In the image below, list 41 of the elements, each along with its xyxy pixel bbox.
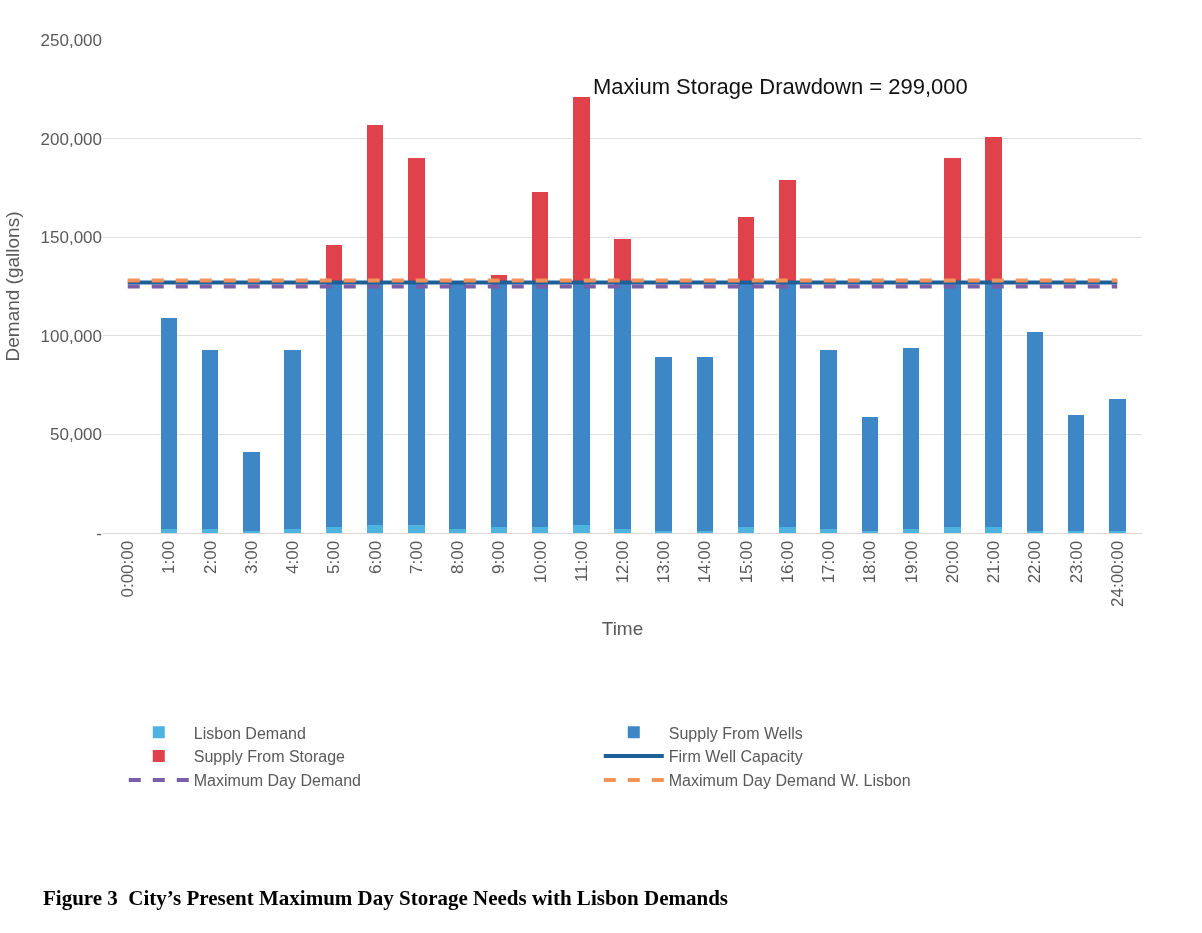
legend-label: Maximum Day Demand W. Lisbon [668,772,911,790]
x-tick-label: 23:00 [1066,540,1086,584]
legend-label: Lisbon Demand [193,724,306,742]
x-tick-label: 13:00 [654,540,674,584]
x-tick-label: 19:00 [901,540,921,584]
x-tick-label: 14:00 [695,540,715,584]
x-tick-label: 8:00 [448,540,468,574]
x-tick-label: 1:00 [159,540,179,574]
x-tick-label: 6:00 [365,540,385,574]
x-tick-label: 15:00 [736,540,756,584]
x-tick-label: 12:00 [613,540,633,584]
x-tick-label: 2:00 [200,540,220,574]
annotation: Maxium Storage Drawdown = 299,000 [593,74,968,99]
x-tick-label: 16:00 [777,540,797,584]
legend-label: Supply From Storage [193,748,346,766]
y-tick-label: 150,000 [40,228,102,248]
caption: Figure 3 City’s Present Maximum Day Storage Needs with Lisbon Demands [43,886,729,910]
y-tick-label: - [96,523,102,543]
x-tick-label: 22:00 [1025,540,1045,584]
x-tick-label: 24:00:00 [1107,540,1127,607]
x-tick-label: 9:00 [489,540,509,574]
x-axis-title: Time [601,617,644,639]
y-tick-label: 50,000 [50,425,102,445]
y-tick-label: 100,000 [40,326,102,346]
legend-label: Supply From Wells [668,724,803,742]
x-tick-label: 18:00 [860,540,880,584]
x-tick-label: 21:00 [984,540,1004,584]
x-tick-label: 10:00 [530,540,550,584]
x-tick-label: 11:00 [571,540,591,583]
y-tick-label: 250,000 [40,30,102,50]
x-tick-label: 17:00 [819,540,839,584]
y-axis-title: Demand (gallons) [2,211,24,362]
x-tick-label: 20:00 [942,540,962,584]
x-tick-label: 0:00:00 [118,540,138,598]
x-tick-label: 3:00 [241,540,261,574]
legend-label: Firm Well Capacity [668,748,803,766]
x-tick-label: 5:00 [324,540,344,574]
x-tick-label: 4:00 [283,540,303,574]
y-tick-label: 200,000 [40,129,102,149]
legend-label: Maximum Day Demand [193,772,361,790]
x-tick-label: 7:00 [406,540,426,574]
